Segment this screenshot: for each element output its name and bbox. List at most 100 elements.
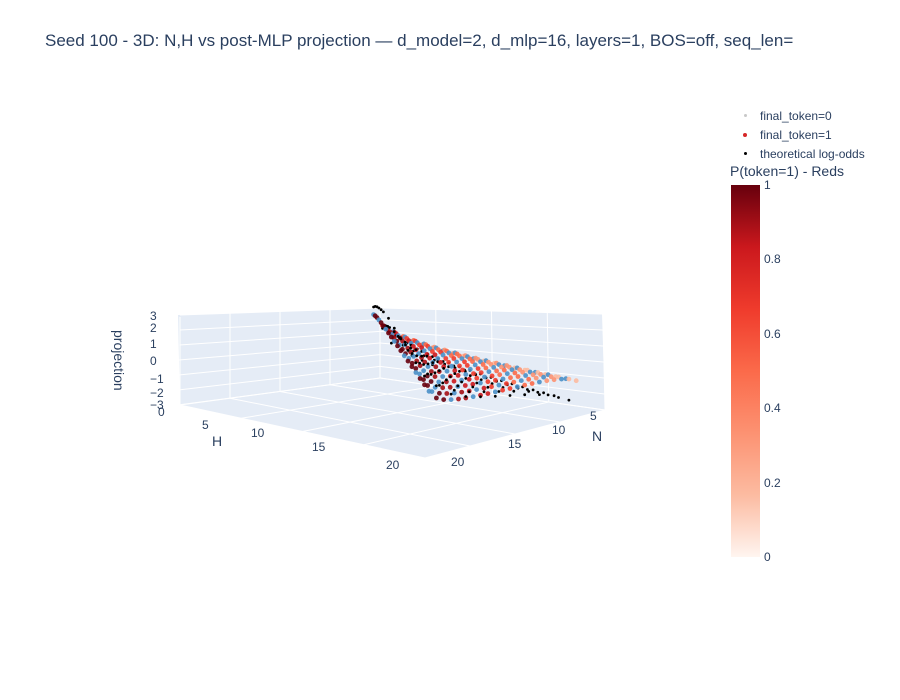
data-point-theoretical bbox=[379, 308, 383, 312]
data-point-theoretical bbox=[546, 393, 550, 397]
data-point-estimate bbox=[573, 378, 579, 384]
legend-item-final-token-0[interactable]: final_token=0 bbox=[732, 106, 865, 125]
data-point-estimate bbox=[436, 379, 442, 385]
data-point-estimate bbox=[413, 366, 419, 371]
data-point-theoretical bbox=[377, 306, 381, 310]
data-point-estimate bbox=[538, 372, 543, 377]
data-point-theoretical bbox=[425, 354, 429, 358]
legend-marker bbox=[743, 132, 747, 137]
data-point-theoretical bbox=[445, 378, 448, 382]
colorbar-tick: 0.6 bbox=[764, 327, 781, 341]
data-point-theoretical bbox=[433, 371, 437, 375]
data-point-estimate bbox=[425, 364, 431, 369]
data-point-estimate bbox=[470, 381, 476, 387]
chart-title: Seed 100 - 3D: N,H vs post-MLP projectio… bbox=[45, 31, 794, 50]
data-point-estimate bbox=[456, 396, 461, 402]
data-point-estimate bbox=[478, 370, 484, 375]
data-point-estimate bbox=[463, 372, 469, 377]
data-point-estimate bbox=[499, 364, 504, 370]
data-point-estimate bbox=[417, 371, 422, 377]
z-axis-title: projection bbox=[111, 330, 127, 391]
data-point-estimate bbox=[446, 359, 451, 365]
data-point-estimate bbox=[483, 365, 489, 371]
grid-line bbox=[546, 311, 550, 403]
data-point-theoretical bbox=[552, 394, 556, 398]
data-point-theoretical bbox=[527, 390, 531, 393]
data-point-theoretical bbox=[464, 395, 468, 398]
h-tick-label: 5 bbox=[202, 418, 209, 432]
data-point-estimate bbox=[522, 382, 528, 388]
data-point-estimate bbox=[526, 376, 532, 382]
data-point-estimate bbox=[459, 356, 465, 361]
z-tick-label: −3 bbox=[150, 398, 164, 412]
data-point-theoretical bbox=[460, 380, 463, 384]
data-point-theoretical bbox=[438, 384, 441, 387]
legend-label: final_token=0 bbox=[760, 108, 832, 123]
data-point-estimate bbox=[383, 326, 389, 332]
data-point-estimate bbox=[507, 386, 513, 391]
data-point-estimate bbox=[497, 372, 503, 378]
z-tick-label: 3 bbox=[150, 309, 157, 323]
data-point-estimate bbox=[466, 376, 472, 382]
legend-item-theoretical[interactable]: theoretical log-odds bbox=[732, 144, 865, 163]
data-point-estimate bbox=[448, 397, 454, 402]
legend-marker bbox=[743, 152, 747, 155]
data-point-theoretical bbox=[431, 361, 435, 365]
data-point-theoretical bbox=[453, 372, 457, 375]
data-point-theoretical bbox=[523, 393, 527, 397]
data-point-estimate bbox=[559, 376, 564, 382]
axis-ticks: −3−2−1 0 1 23 0 5 10 15 20 5 10 15 20 bbox=[150, 309, 597, 472]
data-point-estimate bbox=[520, 369, 525, 375]
data-point-estimate bbox=[426, 388, 432, 394]
data-point-estimate bbox=[398, 348, 404, 354]
data-point-estimate bbox=[429, 369, 434, 374]
data-point-estimate bbox=[496, 382, 502, 388]
grid-line bbox=[179, 404, 426, 459]
n-tick-label: 15 bbox=[508, 437, 522, 451]
data-point-estimate bbox=[451, 390, 457, 396]
data-point-estimate bbox=[491, 365, 497, 370]
data-points bbox=[371, 305, 579, 402]
data-point-estimate bbox=[401, 353, 407, 359]
data-point-theoretical bbox=[557, 396, 560, 399]
data-point-estimate bbox=[433, 364, 439, 370]
grid-line bbox=[279, 391, 516, 435]
grid-line bbox=[178, 354, 381, 376]
data-point-estimate bbox=[437, 390, 442, 396]
h-tick-label: 20 bbox=[386, 458, 400, 472]
legend-label: final_token=1 bbox=[760, 127, 832, 142]
data-point-estimate bbox=[541, 374, 546, 380]
data-point-estimate bbox=[421, 348, 427, 354]
legend-marker bbox=[743, 114, 747, 117]
data-point-estimate bbox=[474, 375, 480, 381]
data-point-estimate bbox=[459, 389, 465, 395]
legend-label: theoretical log-odds bbox=[760, 146, 865, 161]
grid-line bbox=[602, 313, 606, 411]
data-point-estimate bbox=[482, 374, 487, 380]
legend-item-final-token-1[interactable]: final_token=1 bbox=[732, 125, 865, 144]
data-point-theoretical bbox=[536, 390, 540, 394]
data-point-estimate bbox=[504, 381, 509, 386]
data-point-theoretical bbox=[423, 374, 426, 378]
z-tick-label: 0 bbox=[150, 354, 157, 368]
colorbar-tick: 0.4 bbox=[764, 401, 781, 415]
data-point-estimate bbox=[451, 356, 457, 361]
data-point-estimate bbox=[518, 378, 524, 383]
data-point-estimate bbox=[566, 376, 572, 382]
data-point-theoretical bbox=[452, 388, 456, 392]
data-point-estimate bbox=[494, 368, 499, 374]
data-point-theoretical bbox=[512, 389, 516, 393]
data-point-estimate bbox=[434, 395, 439, 401]
data-point-estimate bbox=[444, 368, 450, 374]
data-point-theoretical bbox=[442, 367, 446, 370]
data-point-estimate bbox=[464, 363, 470, 368]
data-point-theoretical bbox=[414, 361, 418, 365]
legend: final_token=0 final_token=1 theoretical … bbox=[732, 106, 865, 163]
colorbar-tick: 0.8 bbox=[764, 252, 781, 266]
data-point-estimate bbox=[462, 383, 468, 388]
data-point-estimate bbox=[457, 363, 462, 369]
data-point-estimate bbox=[395, 343, 400, 349]
data-point-theoretical bbox=[426, 372, 429, 376]
data-point-theoretical bbox=[399, 337, 403, 341]
